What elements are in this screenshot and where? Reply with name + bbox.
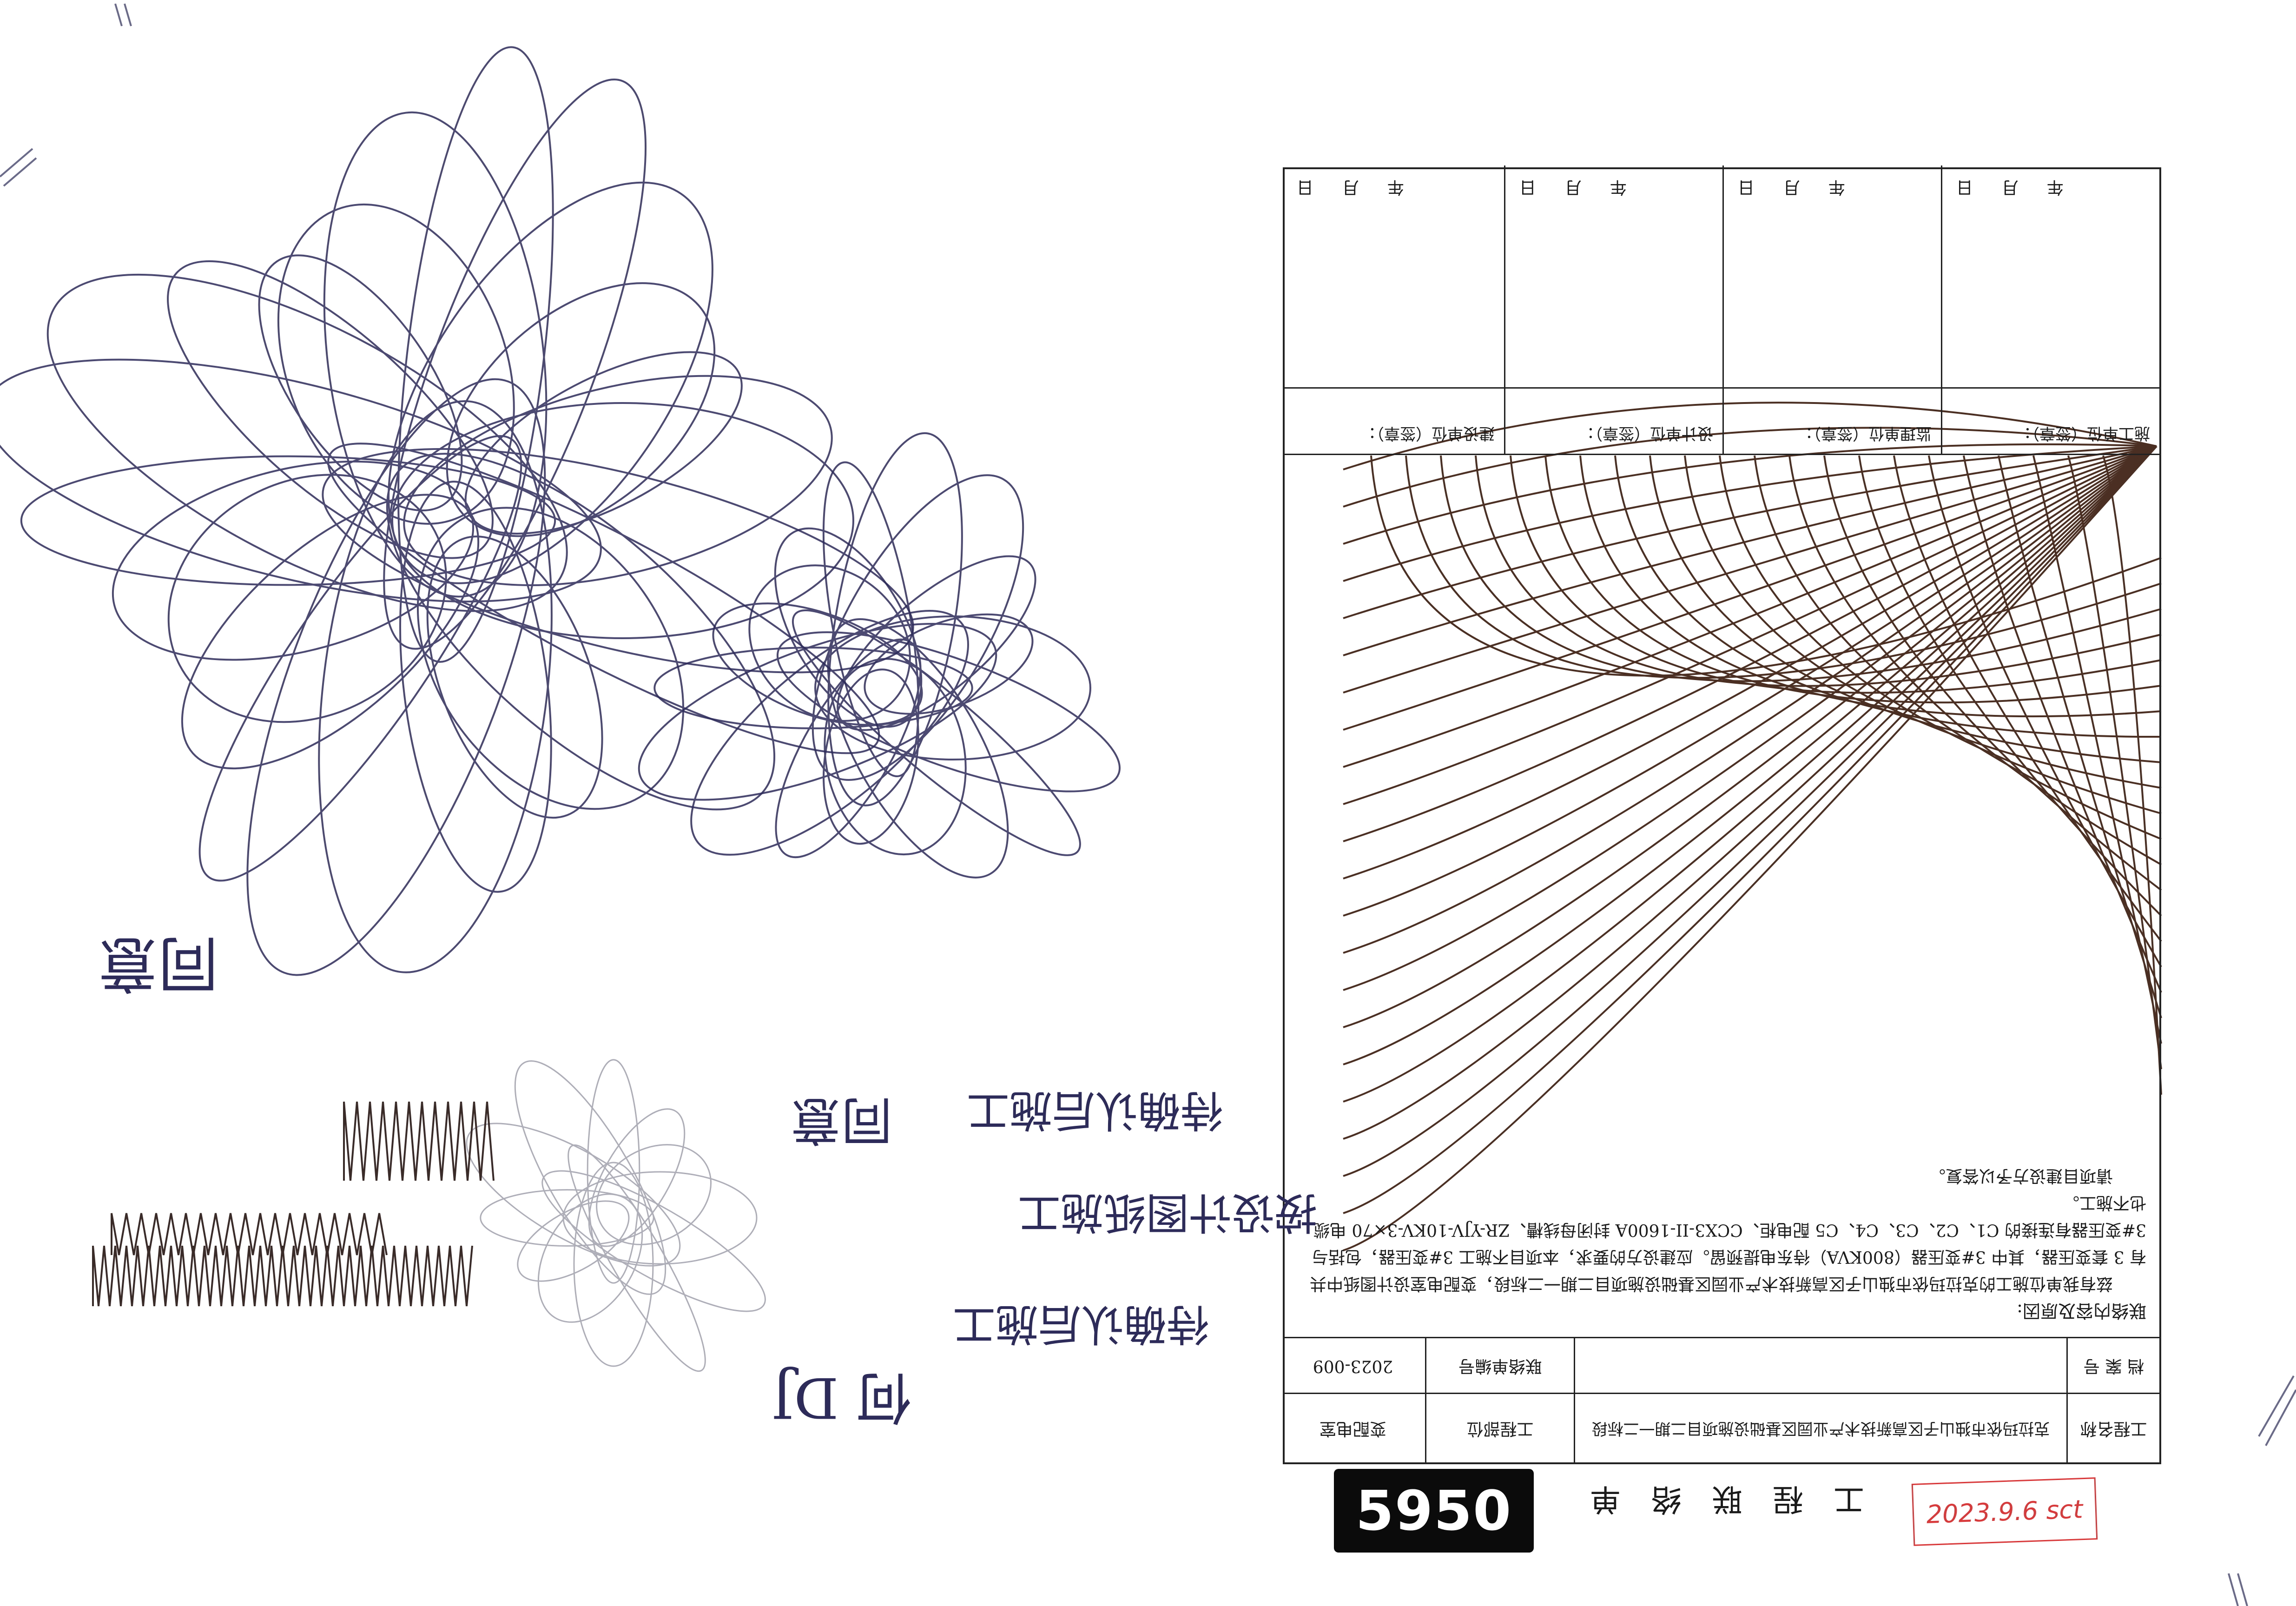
project-part-label: 工程部位 xyxy=(1425,1394,1574,1462)
contact-number-label: 联络单编号 xyxy=(1425,1338,1574,1393)
signature-row: 施工单位（签章）： 年 月 日 监理单位（签章）： 年 月 日 设计单位（签章）… xyxy=(1283,165,2159,454)
signature-label: 施工单位（签章）： xyxy=(2016,424,2150,443)
signature-supervision: 监理单位（签章）： 年 月 日 xyxy=(1722,165,1941,454)
handwriting-line-3: 待确认后施工 xyxy=(967,1085,1224,1135)
handwriting-line-4: 按设计图纸施工 xyxy=(1018,1188,1318,1237)
signature-date: 年 月 日 xyxy=(1738,178,1845,197)
archive-label: 档 案 号 xyxy=(2066,1338,2159,1393)
signature-label: 建设单位（签章）： xyxy=(1360,424,1495,443)
signature-design: 设计单位（签章）： 年 月 日 xyxy=(1504,165,1722,454)
engineering-contact-form: 工 程 联 络 单 工程名称 克拉玛依市独山子区高新技术产业园区基础设施项目二期… xyxy=(1280,165,2164,1534)
handwritten-signature: 何 DJ xyxy=(772,1365,912,1429)
pencil-flower-sketch xyxy=(466,1059,766,1372)
content-heading: 联络内容及原因: xyxy=(2017,1301,2146,1321)
signature-label: 设计单位（签章）： xyxy=(1579,424,1713,443)
curve-grid-drawing xyxy=(1343,402,2162,1251)
handwriting-approve: 同意 xyxy=(98,928,219,999)
project-name-value: 克拉玛依市独山子区高新技术产业园区基础设施项目二期一二标段 xyxy=(1574,1394,2066,1462)
handwriting-line-5: 待确认后施工 xyxy=(953,1299,1210,1349)
zigzag-scribble xyxy=(92,1101,495,1307)
project-row: 工程名称 克拉玛依市独山子区高新技术产业园区基础设施项目二期一二标段 工程部位 … xyxy=(1285,1393,2159,1462)
contact-content: 联络内容及原因: 兹有我单位施工的克拉玛依市独山子区高新技术产业园区基础设施项目… xyxy=(1285,454,2159,1337)
handwriting-line-2: 同意 xyxy=(790,1090,892,1150)
archive-row: 档 案 号 联络单编号 2023-009 xyxy=(1285,1337,2159,1393)
signature-date: 年 月 日 xyxy=(1519,178,1627,197)
large-spiral-scribble xyxy=(0,46,914,976)
content-body: 兹有我单位施工的克拉玛依市独山子区高新技术产业园区基础设施项目二期一二标段，变配… xyxy=(1309,1193,2146,1293)
sheet-number: 5950 xyxy=(1355,1479,1512,1543)
content-closing: 请项目建设方予以答复。 xyxy=(1928,1166,2113,1185)
signature-owner: 建设单位（签章）： 年 月 日 xyxy=(1283,165,1504,454)
signature-date: 年 月 日 xyxy=(1956,178,2064,197)
date-note-text: 2023.9.6 sct xyxy=(1926,1494,2084,1529)
signature-date: 年 月 日 xyxy=(1297,178,1404,197)
signature-construction: 施工单位（签章）： 年 月 日 xyxy=(1941,165,2159,454)
date-note: 2023.9.6 sct xyxy=(1911,1477,2098,1546)
sheet-number-stamp: 5950 xyxy=(1334,1469,1534,1553)
scan-edge-marks xyxy=(0,3,2296,1606)
small-spiral-scribble xyxy=(638,432,1121,879)
contact-number-value: 2023-009 xyxy=(1313,1356,1393,1375)
project-part-value: 变配电室 xyxy=(1320,1419,1387,1438)
project-name-label: 工程名称 xyxy=(2066,1394,2159,1462)
form-table: 工程名称 克拉玛依市独山子区高新技术产业园区基础设施项目二期一二标段 工程部位 … xyxy=(1283,165,2161,1464)
archive-value xyxy=(1574,1338,2066,1393)
signature-label: 监理单位（签章）： xyxy=(1797,424,1932,443)
